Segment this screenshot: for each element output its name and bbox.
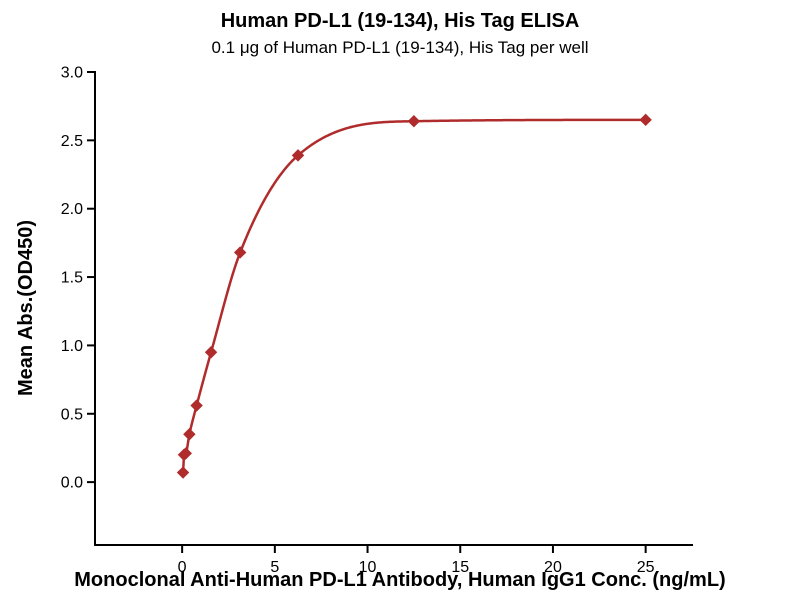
y-tick-label: 3.0	[61, 65, 83, 82]
y-tick-label: 1.0	[61, 338, 83, 355]
data-point-marker	[639, 113, 652, 127]
data-point-marker	[233, 246, 247, 259]
data-point-marker	[291, 149, 305, 162]
y-tick-label: 2.0	[61, 201, 83, 218]
y-tick-label: 2.5	[61, 133, 83, 150]
x-tick-label: 15	[451, 559, 469, 576]
chart-title: Human PD-L1 (19-134), His Tag ELISA	[221, 10, 580, 32]
data-point-marker	[204, 346, 218, 359]
y-axis-label: Mean Abs.(OD450)	[15, 220, 37, 396]
data-point-marker	[190, 399, 203, 412]
x-axis-label: Monoclonal Anti-Human PD-L1 Antibody, Hu…	[74, 569, 725, 591]
chart-subtitle: 0.1 μg of Human PD-L1 (19-134), His Tag …	[211, 38, 588, 57]
y-tick-label: 0.0	[61, 475, 83, 492]
data-point-marker	[407, 115, 421, 128]
data-point-marker	[183, 428, 196, 441]
data-series	[176, 113, 652, 479]
data-point-marker	[179, 447, 192, 460]
y-tick-label: 0.5	[61, 406, 83, 423]
y-tick-label: 1.5	[61, 270, 83, 287]
x-tick-label: 0	[178, 559, 187, 576]
x-tick-label: 5	[270, 559, 279, 576]
x-tick-label: 20	[544, 559, 562, 576]
axes: 0 5 10 15 20 25 0.0 0.5 1.0 1.5 2.0 2.5 3.0	[61, 65, 693, 576]
x-tick-label: 10	[359, 559, 377, 576]
data-point-marker	[176, 466, 190, 479]
x-tick-label: 25	[637, 559, 655, 576]
fit-curve	[181, 118, 646, 473]
